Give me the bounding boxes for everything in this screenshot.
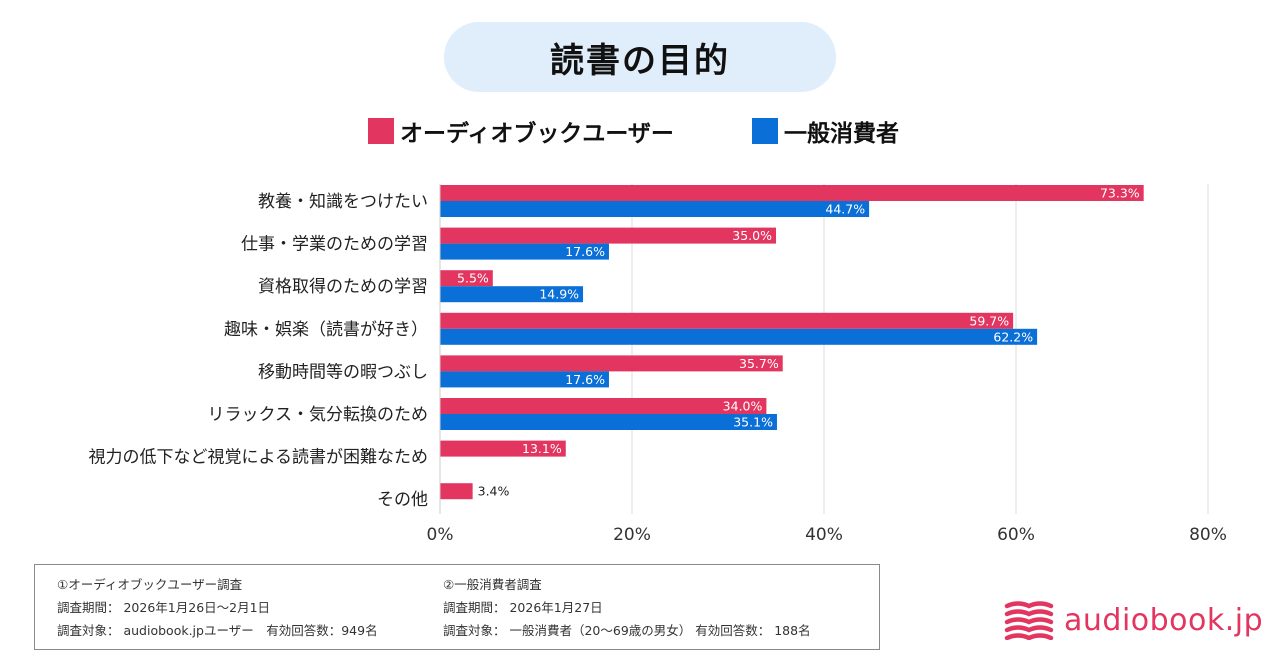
bar xyxy=(440,201,870,217)
data-label: 35.0% xyxy=(732,228,772,243)
x-tick-label: 60% xyxy=(997,525,1035,545)
category-label: 趣味・娯楽（読書が好き） xyxy=(224,320,428,340)
data-label: 44.7% xyxy=(825,202,865,217)
bar xyxy=(440,355,783,372)
data-label: 5.5% xyxy=(457,271,489,286)
bar xyxy=(440,328,1038,345)
bar xyxy=(440,243,609,260)
category-label: 教養・知識をつけたい xyxy=(258,192,428,212)
legend-swatch-audiobook xyxy=(368,118,394,144)
survey2-target: 調査対象： 一般消費者（20〜69歳の男女） 有効回答数： 188名 xyxy=(443,623,811,638)
category-label: 視力の低下など視覚による読書が困難なため xyxy=(89,448,429,468)
legend-label-general: 一般消費者 xyxy=(784,121,899,147)
category-label: 仕事・学業のための学習 xyxy=(241,235,428,255)
bar xyxy=(440,286,584,303)
category-label: 資格取得のための学習 xyxy=(258,277,428,297)
data-label: 13.1% xyxy=(522,441,562,456)
data-label: 35.7% xyxy=(739,356,779,371)
survey2-title: ②一般消費者調査 xyxy=(443,577,542,592)
data-label: 14.9% xyxy=(539,287,579,302)
audiobook-logo-icon xyxy=(1004,601,1054,640)
chart-title-pill: 読書の目的 xyxy=(444,22,836,92)
category-label: リラックス・気分転換のため xyxy=(208,405,429,425)
bar xyxy=(440,414,777,430)
category-label: 移動時間等の暇つぶし xyxy=(258,362,428,382)
legend: オーディオブックユーザー 一般消費者 xyxy=(0,114,1280,150)
data-label: 62.2% xyxy=(993,329,1033,344)
survey1-title: ①オーディオブックユーザー調査 xyxy=(57,577,243,592)
data-label: 34.0% xyxy=(723,399,763,414)
survey2-period: 調査期間： 2026年1月27日 xyxy=(443,600,603,615)
survey-notes: ①オーディオブックユーザー調査 調査期間： 2026年1月26日〜2月1日 調査… xyxy=(34,564,880,650)
data-label: 17.6% xyxy=(565,244,605,259)
bar xyxy=(440,312,1014,329)
bar xyxy=(440,440,566,457)
bar xyxy=(440,270,493,287)
survey1-notes: ①オーディオブックユーザー調査 調査期間： 2026年1月26日〜2月1日 調査… xyxy=(57,573,378,642)
audiobook-logo: audiobook.jp xyxy=(1004,600,1263,640)
bar xyxy=(440,371,609,388)
survey2-notes: ②一般消費者調査 調査期間： 2026年1月27日 調査対象： 一般消費者（20… xyxy=(443,573,811,642)
data-label: 73.3% xyxy=(1100,186,1140,201)
data-label: 59.7% xyxy=(969,313,1009,328)
legend-item-audiobook: オーディオブックユーザー xyxy=(368,114,674,148)
logo-text: audiobook.jp xyxy=(1064,602,1264,638)
legend-swatch-general xyxy=(752,118,778,144)
data-label: 17.6% xyxy=(565,372,605,387)
x-tick-label: 40% xyxy=(805,525,843,545)
legend-item-general: 一般消費者 xyxy=(752,114,899,148)
survey1-period: 調査期間： 2026年1月26日〜2月1日 xyxy=(57,600,271,615)
bar xyxy=(440,483,473,500)
survey1-target: 調査対象： audiobook.jpユーザー 有効回答数：949名 xyxy=(57,623,378,638)
x-tick-label: 20% xyxy=(613,525,651,545)
x-tick-label: 0% xyxy=(427,525,454,545)
data-label: 3.4% xyxy=(478,484,510,499)
bar xyxy=(440,398,767,414)
bar xyxy=(440,185,1144,201)
bar xyxy=(440,227,776,244)
chart-title: 読書の目的 xyxy=(550,40,730,81)
category-label: その他 xyxy=(377,490,428,510)
data-label: 35.1% xyxy=(733,415,773,430)
bar-chart: 0% 20% 40% 60% 80% 教養・知識をつけたい 73.3% 44.7% 仕事・学業の… xyxy=(89,184,1227,545)
legend-label-audiobook: オーディオブックユーザー xyxy=(400,121,674,147)
x-tick-label: 80% xyxy=(1189,525,1227,545)
